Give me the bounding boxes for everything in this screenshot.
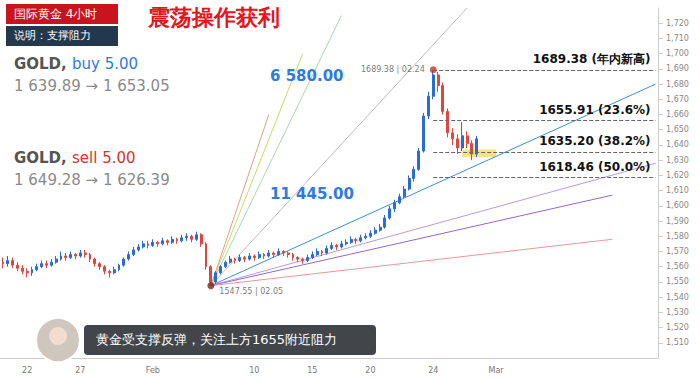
svg-text:1,550: 1,550 <box>666 277 689 286</box>
svg-text:11 445.00: 11 445.00 <box>270 185 354 203</box>
svg-text:1,690: 1,690 <box>666 64 689 73</box>
svg-text:1689.38 (年内新高): 1689.38 (年内新高) <box>533 52 651 66</box>
svg-text:Feb: Feb <box>146 366 160 375</box>
svg-text:1,590: 1,590 <box>666 217 689 226</box>
svg-text:1,530: 1,530 <box>666 308 689 317</box>
svg-text:1,710: 1,710 <box>666 34 689 43</box>
svg-text:6 580.00: 6 580.00 <box>270 67 344 85</box>
svg-text:国际黄金 4小时: 国际黄金 4小时 <box>14 7 97 21</box>
svg-text:黄金受支撑反弹，关注上方1655附近阻力: 黄金受支撑反弹，关注上方1655附近阻力 <box>96 332 337 347</box>
svg-text:GOLD,: GOLD, <box>14 149 72 167</box>
svg-text:10: 10 <box>249 366 259 375</box>
svg-text:1618.46 (50.0%): 1618.46 (50.0%) <box>539 160 650 174</box>
svg-text:1,660: 1,660 <box>666 110 689 119</box>
svg-text:1,680: 1,680 <box>666 80 689 89</box>
svg-text:buy 5.00: buy 5.00 <box>72 55 138 73</box>
svg-text:1,580: 1,580 <box>666 232 689 241</box>
svg-text:1,670: 1,670 <box>666 95 689 104</box>
svg-text:15: 15 <box>307 366 317 375</box>
svg-text:24: 24 <box>428 366 438 375</box>
svg-text:1,720: 1,720 <box>666 19 689 28</box>
svg-text:1635.20 (38.2%): 1635.20 (38.2%) <box>539 134 650 148</box>
svg-text:1655.91 (23.6%): 1655.91 (23.6%) <box>539 103 650 117</box>
svg-text:1,640: 1,640 <box>666 140 689 149</box>
svg-text:1689.38 | 02.24: 1689.38 | 02.24 <box>361 65 425 74</box>
svg-text:1,560: 1,560 <box>666 262 689 271</box>
svg-text:1,540: 1,540 <box>666 293 689 302</box>
svg-text:1,650: 1,650 <box>666 125 689 134</box>
svg-text:1,620: 1,620 <box>666 171 689 180</box>
svg-text:震荡操作获利: 震荡操作获利 <box>147 5 280 30</box>
svg-text:1,570: 1,570 <box>666 247 689 256</box>
svg-text:1,630: 1,630 <box>666 156 689 165</box>
svg-text:说明：支撑阻力: 说明：支撑阻力 <box>14 29 91 42</box>
svg-text:1,520: 1,520 <box>666 323 689 332</box>
svg-text:1 639.89 → 1 653.05: 1 639.89 → 1 653.05 <box>14 77 170 95</box>
svg-text:20: 20 <box>365 366 375 375</box>
svg-text:1,600: 1,600 <box>666 201 689 210</box>
svg-text:GOLD,: GOLD, <box>14 55 72 73</box>
svg-text:22: 22 <box>22 366 32 375</box>
svg-text:1,700: 1,700 <box>666 49 689 58</box>
svg-text:1 649.28 → 1 626.39: 1 649.28 → 1 626.39 <box>14 171 170 189</box>
svg-text:Mar: Mar <box>489 366 505 375</box>
svg-text:27: 27 <box>75 366 85 375</box>
svg-text:sell 5.00: sell 5.00 <box>72 149 136 167</box>
svg-text:1,610: 1,610 <box>666 186 689 195</box>
svg-text:1547.55 | 02.05: 1547.55 | 02.05 <box>219 287 283 296</box>
svg-text:1,510: 1,510 <box>666 338 689 347</box>
